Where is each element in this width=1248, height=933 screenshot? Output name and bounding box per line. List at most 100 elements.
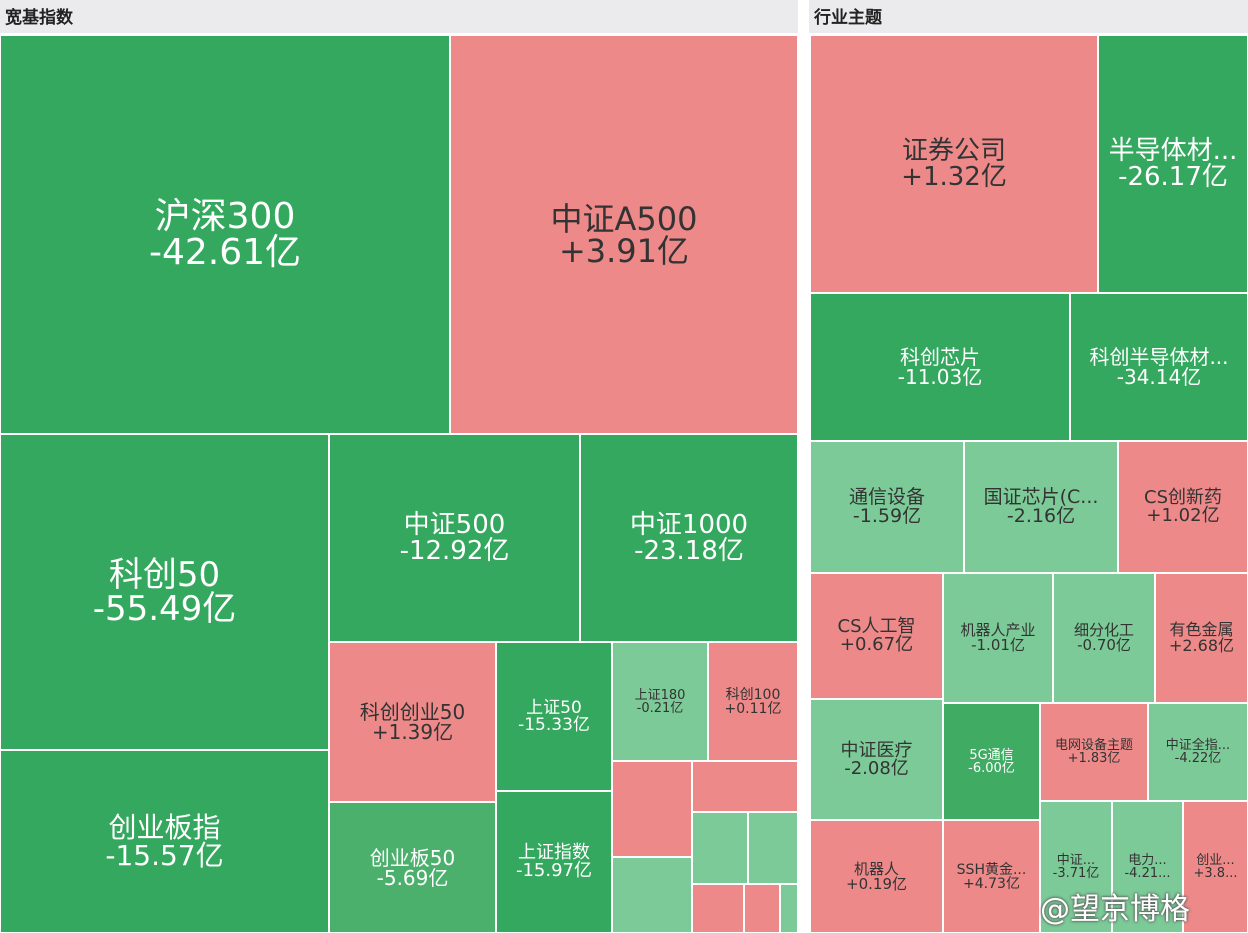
tile-name: 中证A500 [550,199,698,238]
tile-value: -55.49亿 [92,589,237,629]
tile-value: -15.57亿 [105,838,224,872]
tile[interactable]: 科创芯片 -11.03亿 [810,293,1070,441]
tile[interactable]: 电力... -4.21... [1112,801,1183,933]
tile-value: -11.03亿 [897,365,983,389]
tile-value: -4.22亿 [1174,751,1222,766]
tile-empty [612,857,692,933]
tile-value: -0.70亿 [1077,636,1131,654]
tile[interactable]: 中证医疗 -2.08亿 [810,699,943,820]
tile[interactable]: 国证芯片(C... -2.16亿 [964,441,1118,573]
tile-value: -23.18亿 [634,536,744,566]
tile[interactable]: 有色金属 +2.68亿 [1155,573,1248,703]
tile[interactable]: 创业板50 -5.69亿 [329,802,496,933]
tile-empty [744,884,780,933]
tile-name: 国证芯片(C... [983,486,1099,508]
tile-name: 上证50 [526,697,582,718]
tile-name: 科创半导体材... [1089,345,1229,369]
tile-value: -1.59亿 [852,505,922,527]
tile-empty [612,761,692,857]
tile-name: 电网设备主题 [1054,738,1133,753]
tile-value: -26.17亿 [1118,162,1228,192]
tile-value: +4.73亿 [963,875,1020,892]
tile[interactable]: 创业板指 -15.57亿 [0,750,329,933]
tile[interactable]: 中证... -3.71亿 [1040,801,1112,933]
tile[interactable]: 上证指数 -15.97亿 [496,791,612,933]
tile[interactable]: 细分化工 -0.70亿 [1053,573,1155,703]
tile-value: +3.8... [1193,866,1238,881]
tile-name: CS人工智 [837,616,916,637]
tile-name: 5G通信 [969,747,1014,763]
tile-empty [780,884,798,933]
tile-value: -12.92亿 [399,536,510,566]
tile[interactable]: 机器人 +0.19亿 [810,820,943,933]
tile-name: 创业... [1196,853,1235,868]
tile-empty [692,812,748,884]
tile-value: -5.69亿 [376,865,449,890]
tile-name: 科创50 [108,555,221,595]
tile[interactable]: 通信设备 -1.59亿 [810,441,964,573]
tile[interactable]: 5G通信 -6.00亿 [943,703,1040,820]
tile-value: +1.39亿 [371,720,454,744]
tile-name: SSH黄金... [956,861,1027,878]
tile[interactable]: 科创半导体材... -34.14亿 [1070,293,1248,441]
tile[interactable]: 中证1000 -23.18亿 [580,434,798,642]
tile-value: +1.83亿 [1067,751,1121,766]
tile-name: 中证全指... [1165,738,1231,753]
tile-empty [692,761,798,812]
tile[interactable]: 科创50 -55.49亿 [0,434,329,750]
tile[interactable]: 科创100 +0.11亿 [708,642,798,761]
tile-value: -1.01亿 [971,636,1025,654]
tile-name: 创业板指 [108,810,221,844]
tile-name: 中证... [1056,853,1096,868]
tile-value: -15.33亿 [518,714,590,735]
tile-name: 证券公司 [901,136,1006,166]
tile-name: 创业板50 [369,845,456,870]
tile-value: -34.14亿 [1116,365,1202,389]
tile-value: -0.21亿 [636,700,684,716]
tile-value: +0.67亿 [839,634,914,655]
tile-value: -3.71亿 [1052,866,1100,881]
tile-name: 机器人 [853,859,899,878]
tile-value: +3.91亿 [558,231,690,270]
tile-name: 中证1000 [629,510,749,540]
tile-name: 机器人产业 [960,621,1036,639]
watermark: @望京博格 [1040,892,1190,927]
tile[interactable]: 创业... +3.8... [1183,801,1248,933]
tile-value: -2.16亿 [1006,505,1076,527]
panel-title: 宽基指数 [0,0,798,33]
tile-name: 上证指数 [518,842,590,863]
tile-empty [692,884,744,933]
tile[interactable]: CS创新药 +1.02亿 [1118,441,1248,573]
tile-name: 科创芯片 [900,345,980,369]
tile-empty [748,812,798,884]
tile[interactable]: 沪深300 -42.61亿 [0,35,450,434]
tile-value: +0.19亿 [846,874,907,893]
tile-name: 科创100 [725,686,781,703]
tile-name: 沪深300 [154,195,296,237]
tile[interactable]: 中证全指... -4.22亿 [1148,703,1248,801]
tile-name: 有色金属 [1169,620,1234,639]
tile[interactable]: 上证180 -0.21亿 [612,642,708,761]
tile[interactable]: 中证500 -12.92亿 [329,434,580,642]
tile-value: -6.00亿 [968,760,1015,776]
tile-name: 中证医疗 [840,739,913,761]
tile[interactable]: 电网设备主题 +1.83亿 [1040,703,1148,801]
tile-value: -15.97亿 [515,860,593,881]
tile-value: -42.61亿 [148,231,302,273]
tile[interactable]: CS人工智 +0.67亿 [810,573,943,699]
tile-value: +0.11亿 [724,700,782,717]
tile-name: 电力... [1128,853,1167,868]
tile[interactable]: 证券公司 +1.32亿 [810,35,1098,293]
tile[interactable]: 中证A500 +3.91亿 [450,35,798,434]
tile[interactable]: SSH黄金... +4.73亿 [943,820,1040,933]
tile[interactable]: 科创创业50 +1.39亿 [329,642,496,802]
tile[interactable]: 上证50 -15.33亿 [496,642,612,791]
tile[interactable]: 机器人产业 -1.01亿 [943,573,1053,703]
tile-name: 上证180 [634,687,686,703]
tile-value: -2.08亿 [844,757,909,779]
tile[interactable]: 半导体材... -26.17亿 [1098,35,1248,293]
tile-name: 中证500 [403,510,506,540]
tile-value: +1.02亿 [1146,505,1220,526]
